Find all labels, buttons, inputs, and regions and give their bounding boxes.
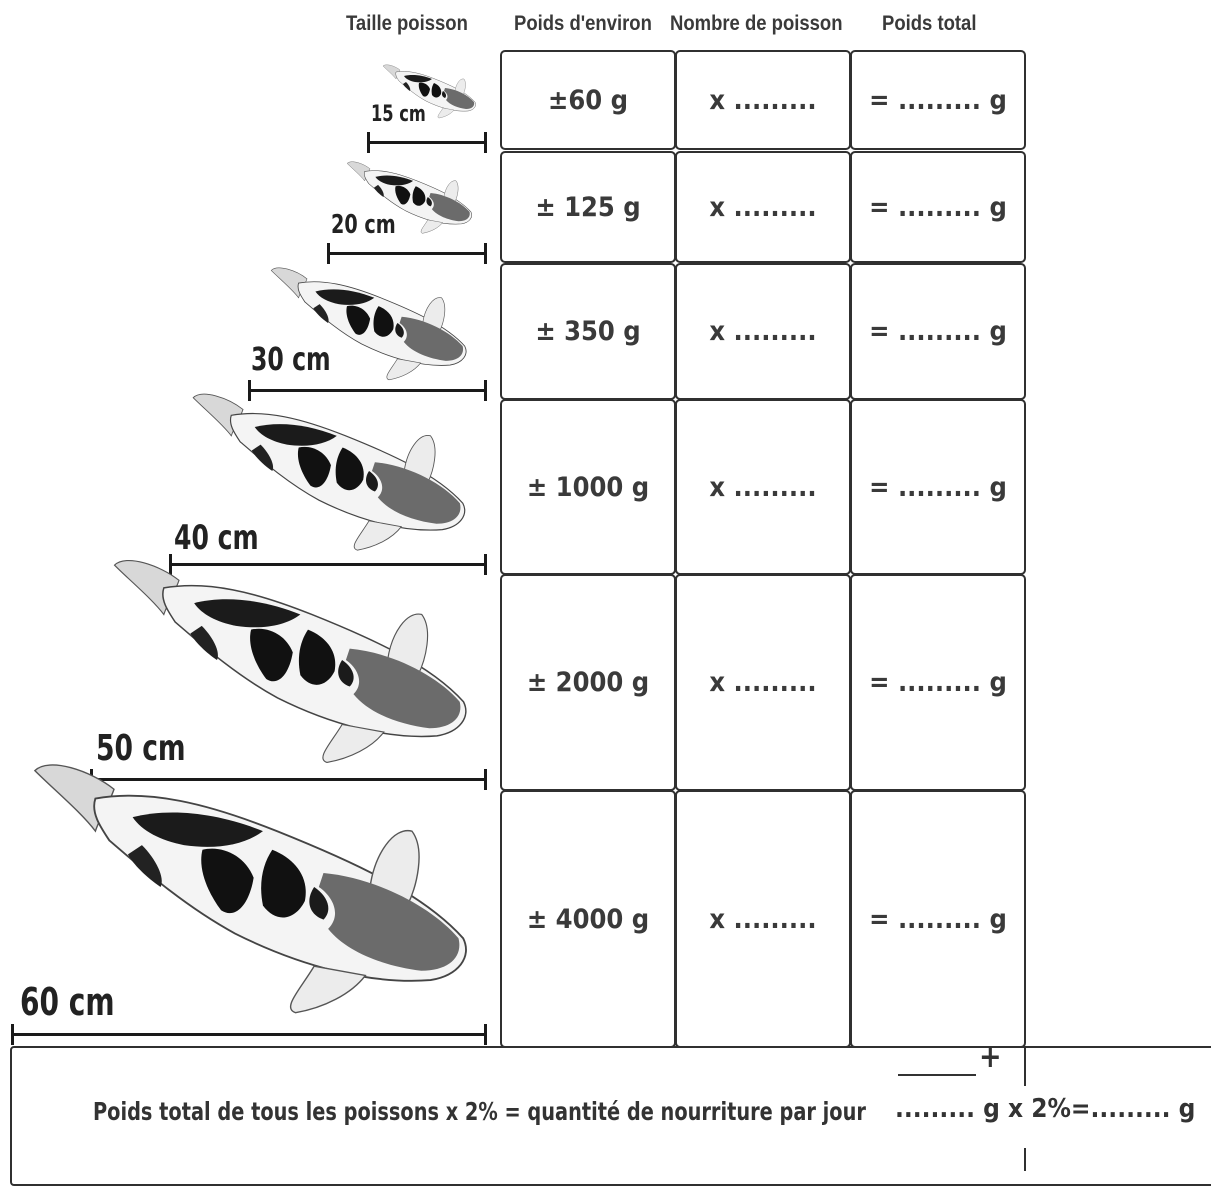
total-cell[interactable]: = ......... g bbox=[850, 790, 1026, 1048]
divider bbox=[1024, 1148, 1026, 1171]
formula-text: Poids total de tous les poissons x 2% = … bbox=[93, 1097, 866, 1126]
count-cell[interactable]: x ......... bbox=[675, 399, 851, 575]
scale-bar-icon bbox=[367, 141, 487, 144]
header-total-weight: Poids total bbox=[882, 12, 976, 36]
total-cell[interactable]: = ......... g bbox=[850, 263, 1026, 400]
plus-sign: + bbox=[979, 1040, 1002, 1075]
header-approx-weight: Poids d'environ bbox=[514, 12, 652, 36]
weight-cell: ±60 g bbox=[500, 50, 676, 150]
sum-line bbox=[898, 1074, 976, 1076]
count-cell[interactable]: x ......... bbox=[675, 50, 851, 150]
total-cell[interactable]: = ......... g bbox=[850, 50, 1026, 150]
count-cell[interactable]: x ......... bbox=[675, 574, 851, 791]
weight-cell: ± 1000 g bbox=[500, 399, 676, 575]
count-cell[interactable]: x ......... bbox=[675, 263, 851, 400]
size-label: 60 cm bbox=[20, 980, 115, 1024]
header-fish-size: Taille poisson bbox=[346, 12, 468, 36]
total-cell[interactable]: = ......... g bbox=[850, 399, 1026, 575]
scale-bar-icon bbox=[327, 252, 487, 255]
count-cell[interactable]: x ......... bbox=[675, 790, 851, 1048]
weight-cell: ± 4000 g bbox=[500, 790, 676, 1048]
size-label: 20 cm bbox=[331, 210, 396, 240]
scale-bar-icon bbox=[11, 1033, 487, 1036]
weight-cell: ± 2000 g bbox=[500, 574, 676, 791]
total-cell[interactable]: = ......... g bbox=[850, 574, 1026, 791]
total-cell[interactable]: = ......... g bbox=[850, 151, 1026, 263]
divider bbox=[1024, 1046, 1026, 1086]
weight-cell: ± 125 g bbox=[500, 151, 676, 263]
size-label: 15 cm bbox=[371, 102, 426, 127]
header-fish-count: Nombre de poisson bbox=[670, 12, 843, 36]
food-calculation[interactable]: ......... g x 2%=......... g bbox=[895, 1094, 1195, 1124]
weight-cell: ± 350 g bbox=[500, 263, 676, 400]
size-label: 30 cm bbox=[251, 340, 331, 378]
count-cell[interactable]: x ......... bbox=[675, 151, 851, 263]
